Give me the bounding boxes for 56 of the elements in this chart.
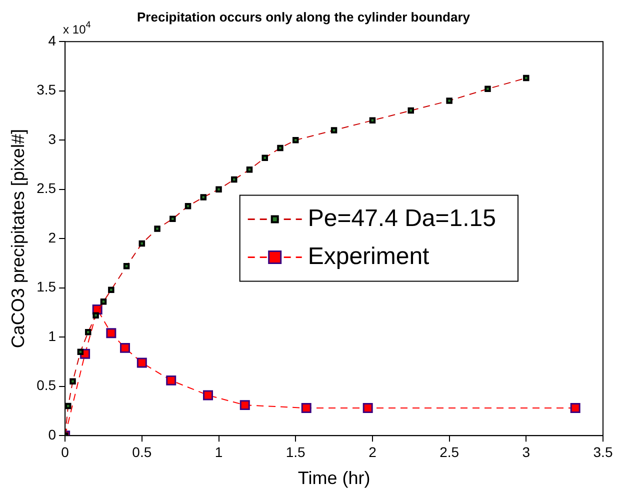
point: [77, 348, 84, 355]
y-tick-label: 2: [48, 229, 56, 246]
point: [277, 144, 284, 152]
x-tick-label: 0.5: [132, 444, 152, 460]
y-tick-label: 0: [48, 426, 56, 442]
y-tick-label: 3: [48, 130, 56, 147]
point: [408, 107, 414, 114]
x-tick-label: 2: [368, 444, 377, 460]
point: [369, 117, 376, 124]
x-tick-label: 2.5: [440, 444, 460, 460]
point: [106, 328, 116, 338]
point: [166, 375, 176, 386]
point: [292, 136, 299, 144]
point: [136, 358, 147, 368]
x-tick-label: 0: [61, 444, 70, 460]
point: [216, 186, 222, 192]
point: [123, 263, 130, 270]
point: [523, 74, 530, 82]
y-tick-label: 4: [48, 32, 56, 48]
point: [184, 202, 192, 210]
point: [484, 86, 491, 92]
x-tick-label: 1.5: [286, 444, 306, 460]
legend-label: Pe=47.4 Da=1.15: [308, 204, 496, 232]
x-tick-label: 1: [214, 444, 223, 460]
point: [92, 312, 99, 319]
x-axis-title: Time (hr): [298, 468, 370, 488]
point: [170, 216, 176, 222]
y-axis-title: CaCO3 precipitates [pixel#]: [8, 129, 28, 348]
y-tick-label: 1.5: [36, 278, 56, 295]
y-tick-label: 3.5: [36, 82, 56, 98]
point: [231, 176, 238, 183]
point: [154, 226, 160, 232]
point: [203, 390, 213, 400]
point: [570, 403, 580, 414]
point: [362, 403, 373, 414]
point: [120, 342, 130, 353]
legend-label: Experiment: [308, 242, 430, 270]
point: [446, 98, 452, 104]
point: [246, 166, 253, 173]
y-tick-label: 1: [48, 328, 56, 344]
x-tick-label: 3.5: [593, 444, 613, 460]
chart-title: Precipitation occurs only along the cylinder boundary: [136, 9, 471, 24]
x-tick-label: 3: [522, 444, 530, 460]
point: [84, 329, 92, 336]
point: [108, 286, 114, 293]
point: [240, 400, 250, 410]
point: [200, 194, 207, 200]
point: [65, 402, 72, 410]
point: [138, 240, 146, 247]
y-tick-label: 2.5: [36, 180, 56, 196]
point: [100, 298, 107, 305]
point: [301, 403, 312, 414]
y-tick-label: 0.5: [36, 377, 56, 394]
point: [70, 378, 76, 385]
point: [330, 127, 338, 134]
point: [262, 154, 268, 161]
